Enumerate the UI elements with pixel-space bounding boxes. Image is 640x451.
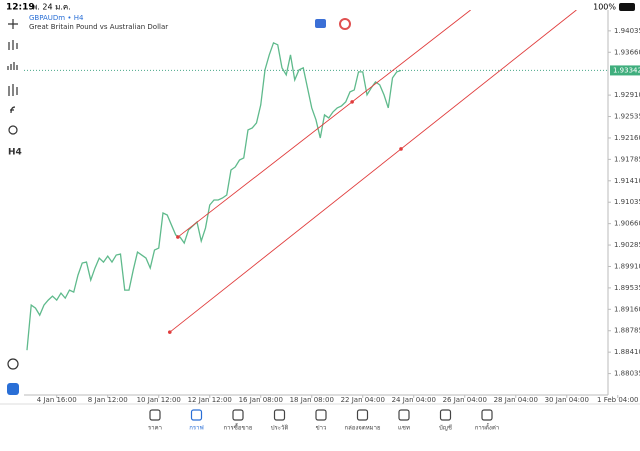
x-tick-label: 24 Jan 04:00 — [392, 396, 436, 404]
x-tick-label: 18 Jan 08:00 — [290, 396, 334, 404]
tab-icon[interactable] — [190, 409, 203, 421]
y-tick-label: 1.88410 — [614, 348, 640, 356]
x-tick-label: 10 Jan 12:00 — [137, 396, 181, 404]
tab-icon[interactable] — [398, 409, 410, 421]
tab-icon[interactable] — [149, 409, 161, 421]
left-toolbar — [7, 19, 19, 370]
y-tick-label: 1.89910 — [614, 262, 640, 270]
tab-label[interactable]: ราคา — [148, 425, 162, 432]
tab-label[interactable]: การตั้งค่า — [475, 422, 499, 432]
status-time: 12:19 — [6, 3, 35, 13]
tab-label[interactable]: แชท — [398, 425, 410, 432]
object-tool[interactable] — [8, 84, 18, 96]
x-tick-label: 30 Jan 04:00 — [545, 396, 589, 404]
x-tick-label: 28 Jan 04:00 — [494, 396, 538, 404]
tab-icon[interactable] — [356, 409, 369, 421]
y-tick-label: 1.88785 — [614, 327, 640, 335]
indicator-tool[interactable] — [7, 62, 18, 70]
y-tick-label: 1.92535 — [614, 113, 640, 121]
status-date: พ. 24 ม.ค. — [32, 3, 71, 12]
search-tool[interactable] — [8, 125, 18, 135]
x-tick-label: 4 Jan 16:00 — [37, 396, 77, 404]
y-tick-label: 1.92160 — [614, 134, 640, 142]
speed-tool[interactable] — [7, 358, 19, 370]
y-tick-label: 1.91035 — [614, 198, 640, 206]
y-tick-label: 1.91785 — [614, 155, 640, 163]
y-tick-label: 1.92910 — [614, 91, 640, 99]
trendline-anchor — [399, 147, 403, 151]
reload-button[interactable] — [339, 18, 351, 30]
tab-icon[interactable] — [232, 409, 244, 421]
current-price-box — [610, 65, 640, 76]
tab-icon[interactable] — [273, 409, 286, 421]
trade-button[interactable] — [315, 19, 326, 28]
x-tick-label: 1 Feb 04:00 — [597, 396, 638, 404]
tab-label[interactable]: กราฟ — [189, 425, 203, 432]
y-tick-label: 1.90660 — [614, 220, 640, 228]
price-line — [26, 41, 402, 351]
y-tick-label: 1.91410 — [614, 177, 640, 185]
tab-label[interactable]: บัญชี — [439, 424, 452, 432]
timeframe-button[interactable]: H4 — [8, 148, 22, 158]
trendline-anchor — [167, 330, 172, 334]
y-tick-label: 1.89160 — [614, 305, 640, 313]
x-tick-label: 16 Jan 08:00 — [239, 396, 283, 404]
y-tick-label: 1.90285 — [614, 241, 640, 249]
tab-icon[interactable] — [481, 409, 493, 421]
chart-subtitle: Great Britain Pound vs Australian Dollar — [29, 23, 168, 31]
x-tick-label: 22 Jan 04:00 — [341, 396, 385, 404]
tab-icon[interactable] — [439, 409, 452, 421]
x-tick-label: 8 Jan 12:00 — [88, 396, 128, 404]
trendline-anchor — [350, 100, 354, 104]
tab-label[interactable]: การซื้อขาย — [224, 422, 253, 432]
battery-icon — [619, 3, 635, 11]
tab-icon[interactable] — [315, 409, 327, 421]
x-tick-label: 26 Jan 04:00 — [443, 396, 487, 404]
tab-label[interactable]: ประวัติ — [271, 425, 289, 432]
app-icon[interactable] — [7, 383, 19, 395]
status-battery: 100% — [593, 3, 616, 12]
y-tick-label: 1.93660 — [614, 48, 640, 56]
current-price-label: 1.93342 — [613, 66, 640, 74]
y-tick-label: 1.94035 — [614, 27, 640, 35]
tab-label[interactable]: กล่องจดหมาย — [344, 425, 380, 432]
y-tick-label: 1.89535 — [614, 284, 640, 292]
trendline — [177, 10, 471, 238]
y-tick-label: 1.88035 — [614, 370, 640, 378]
chart-title: GBPAUDm • H4 — [29, 14, 84, 22]
chart-type-tool[interactable] — [8, 40, 18, 50]
crosshair-tool[interactable] — [8, 19, 18, 29]
trendline — [169, 10, 577, 333]
x-tick-label: 12 Jan 12:00 — [188, 396, 232, 404]
trendline-anchor — [176, 235, 180, 239]
tab-label[interactable]: ข่าว — [316, 425, 327, 432]
function-tool[interactable] — [10, 106, 16, 114]
